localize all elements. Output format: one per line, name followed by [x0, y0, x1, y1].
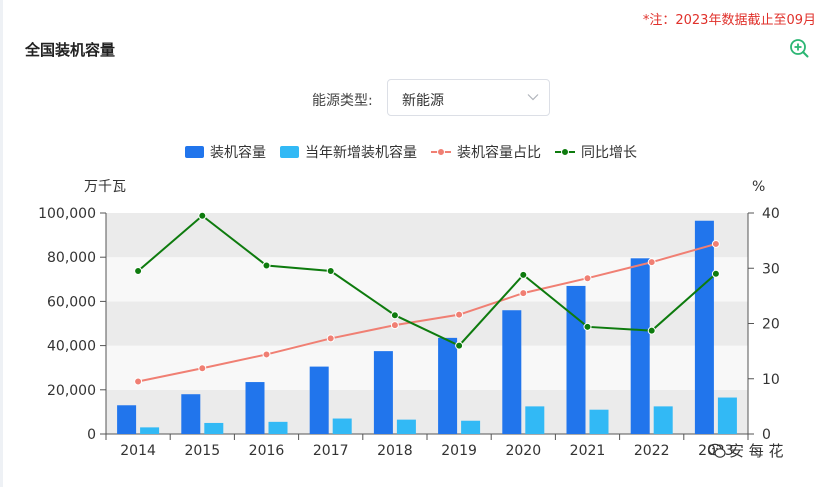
zoom-in-icon[interactable]: [789, 38, 809, 58]
y-right-tick-label: 0: [762, 427, 771, 443]
legend-swatch-yoy: [555, 148, 575, 156]
y-right-tick-label: 20: [762, 317, 780, 333]
x-tick-label: 2017: [313, 443, 349, 459]
bar-new-installed: [653, 406, 673, 434]
x-tick-label: 2020: [505, 443, 541, 459]
data-cutoff-note: *注：2023年数据截止至09月: [642, 13, 816, 28]
point-share: [519, 289, 528, 298]
bar-new-installed: [140, 427, 160, 434]
energy-type-label: 能源类型:: [312, 93, 373, 109]
legend-item-installed[interactable]: 装机容量: [185, 142, 266, 162]
bar-new-installed: [332, 418, 352, 434]
bar-installed: [373, 351, 393, 434]
legend-label-installed: 装机容量: [210, 145, 266, 161]
y-right-tick-label: 10: [762, 372, 780, 388]
energy-type-value: 新能源: [402, 93, 444, 109]
point-share: [262, 350, 271, 359]
point-share: [583, 274, 592, 283]
x-tick-label: 2015: [184, 443, 220, 459]
bar-new-installed: [525, 406, 545, 434]
x-tick-label: 2018: [377, 443, 413, 459]
y-left-tick-label: 80,000: [47, 250, 96, 266]
bar-new-installed: [268, 421, 288, 434]
bar-installed: [566, 285, 586, 434]
point-yoy: [198, 211, 207, 220]
y-right-unit: %: [752, 179, 765, 195]
legend-swatch-share: [431, 148, 451, 156]
point-share: [390, 321, 399, 330]
chevron-down-icon: [527, 94, 539, 101]
y-left-tick-label: 20,000: [47, 383, 96, 399]
x-tick-label: 2014: [120, 443, 156, 459]
y-right-tick-label: 40: [762, 206, 780, 222]
grid-band: [106, 301, 748, 346]
source-watermark: 安 每 花: [708, 440, 784, 461]
bar-installed: [502, 310, 522, 434]
bar-new-installed: [396, 419, 416, 434]
bar-installed: [438, 337, 458, 434]
x-tick-label: 2021: [570, 443, 606, 459]
bar-installed: [181, 394, 201, 434]
legend-label-share: 装机容量占比: [457, 145, 541, 161]
legend-item-yoy[interactable]: 同比增长: [555, 142, 637, 162]
left-edge-strip: [0, 0, 3, 487]
grid-band: [106, 389, 748, 434]
bar-new-installed: [461, 420, 481, 434]
legend-swatch-new-installed: [280, 146, 299, 158]
point-yoy: [711, 269, 720, 278]
line-yoy: [137, 214, 717, 347]
y-left-tick-label: 40,000: [47, 339, 96, 355]
grid-band: [106, 213, 748, 258]
x-tick-label: 2022: [634, 443, 670, 459]
point-share: [455, 310, 464, 319]
line-share: [137, 242, 717, 383]
y-right-tick-label: 30: [762, 261, 780, 277]
legend-swatch-installed: [185, 146, 204, 158]
legend-label-new-installed: 当年新增装机容量: [305, 145, 417, 161]
y-left-tick-label: 0: [87, 427, 96, 443]
point-yoy: [519, 270, 528, 279]
point-yoy: [390, 311, 399, 320]
point-share: [711, 239, 720, 248]
point-share: [326, 334, 335, 343]
bar-new-installed: [589, 409, 609, 434]
watermark-text: 安 每 花: [729, 442, 784, 460]
point-yoy: [262, 261, 271, 270]
x-tick-label: 2019: [441, 443, 477, 459]
legend-label-yoy: 同比增长: [581, 145, 637, 161]
y-left-unit: 万千瓦: [84, 179, 126, 195]
wechat-icon: [708, 443, 726, 458]
point-yoy: [455, 341, 464, 350]
point-yoy: [647, 326, 656, 335]
bar-new-installed: [717, 397, 737, 434]
point-yoy: [583, 322, 592, 331]
legend-item-share[interactable]: 装机容量占比: [431, 142, 541, 162]
y-left-tick-label: 100,000: [38, 206, 96, 222]
bar-installed: [309, 366, 329, 434]
energy-type-select[interactable]: 新能源: [387, 79, 550, 116]
bar-installed: [630, 258, 650, 434]
point-share: [134, 377, 143, 386]
point-yoy: [134, 267, 143, 276]
bar-installed: [117, 405, 137, 434]
y-left-tick-label: 60,000: [47, 294, 96, 310]
legend-item-new-installed[interactable]: 当年新增装机容量: [280, 142, 417, 162]
bar-installed: [694, 220, 714, 434]
bar-installed: [245, 382, 265, 434]
bar-new-installed: [204, 422, 224, 434]
point-share: [647, 258, 656, 267]
chart-legend: 装机容量 当年新增装机容量 装机容量占比 同比增长: [0, 142, 822, 162]
panel-title: 全国装机容量: [25, 41, 116, 59]
x-tick-label: 2016: [249, 443, 285, 459]
point-share: [198, 364, 207, 373]
point-yoy: [326, 267, 335, 276]
